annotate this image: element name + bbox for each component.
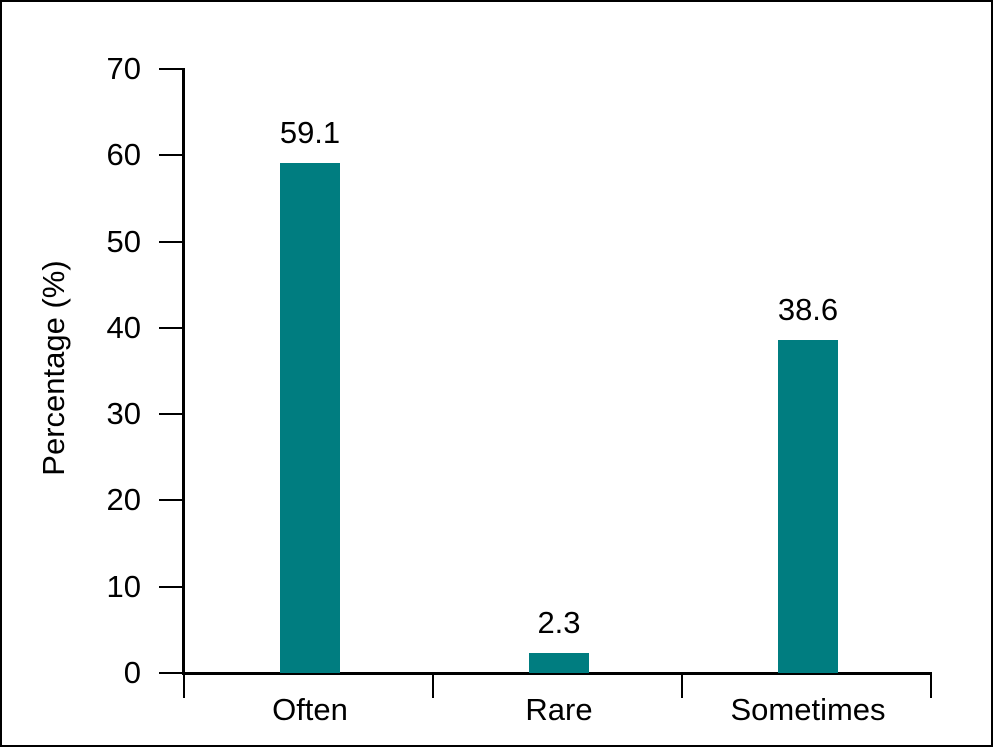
x-axis-category-label: Often [272, 692, 348, 727]
y-axis-tick-label: 70 [106, 51, 141, 86]
y-axis-tick-label: 20 [106, 482, 141, 518]
y-axis-tick [159, 154, 182, 157]
y-axis-tick-label: 10 [106, 568, 141, 604]
y-axis-tick [159, 413, 182, 416]
y-axis-tick-label: 0 [123, 655, 141, 690]
y-axis-line [182, 68, 185, 675]
bar-value-label: 38.6 [777, 292, 839, 327]
y-axis-tick [159, 326, 182, 329]
y-axis-tick-label: 50 [106, 223, 141, 259]
x-axis-category-label: Sometimes [730, 692, 886, 727]
bar-value-label: 2.3 [537, 605, 581, 640]
bar-value-label: 59.1 [279, 115, 341, 150]
y-axis-tick-label: 40 [106, 309, 141, 345]
bar-rare [529, 653, 589, 673]
y-axis-tick-label: 60 [106, 137, 141, 173]
x-axis-tick [183, 672, 185, 698]
x-axis-line [182, 672, 932, 675]
bar-sometimes [778, 340, 838, 673]
x-axis-tick [432, 672, 434, 698]
y-axis-tick [159, 240, 182, 243]
y-axis-tick-label: 30 [106, 396, 141, 432]
y-axis-tick [159, 672, 182, 674]
y-axis-tick [159, 499, 182, 502]
bar-often [280, 163, 340, 673]
x-axis-category-label: Rare [525, 692, 593, 727]
x-axis-tick [930, 672, 932, 698]
x-axis-tick [681, 672, 683, 698]
y-axis-tick [159, 585, 182, 588]
y-axis-tick [159, 68, 182, 70]
